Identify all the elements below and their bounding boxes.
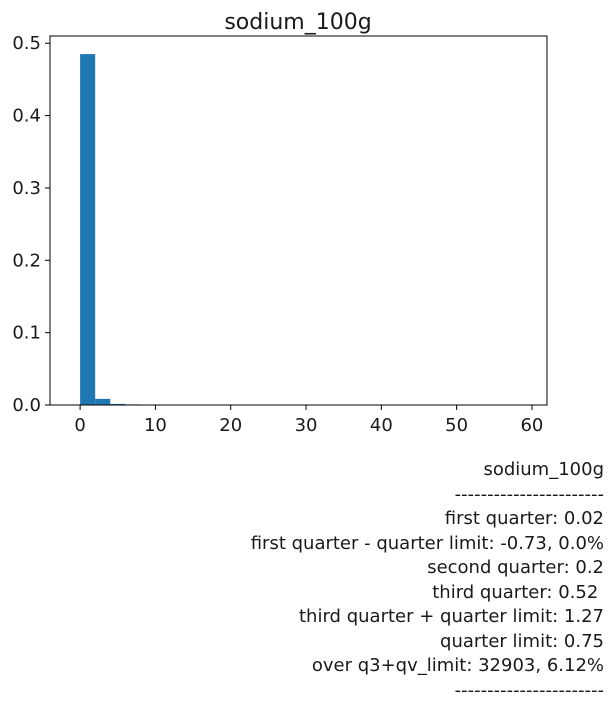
histogram-bar-0 [80,54,96,406]
y-tick-label: 0.0 [12,395,41,416]
x-tick-label: 60 [520,415,543,436]
x-tick-label: 40 [370,415,393,436]
y-tick-label: 0.2 [12,250,41,271]
stats-summary: sodium_100g ----------------------- first … [251,458,604,703]
chart-title: sodium_100g [224,10,371,35]
plot-frame [49,35,548,406]
stats-line: sodium_100g [483,459,604,480]
y-tick-label: 0.4 [12,106,41,127]
stats-line: ----------------------- [454,679,604,701]
stats-line: third quarter + quarter limit: 1.27 [299,606,604,627]
stats-line: ----------------------- [454,483,604,505]
stats-line: first quarter - quarter limit: -0.73, 0.… [250,532,604,554]
stats-line: third quarter: 0.52 [432,581,604,603]
x-tick-label: 30 [295,415,318,436]
stats-line: over q3+qv_limit: 32903, 6.12% [311,655,604,676]
x-tick-label: 10 [144,415,167,436]
x-axis: 0 10 20 30 40 50 60 [74,405,543,436]
histogram-bar-2 [110,403,126,405]
y-tick-label: 0.3 [12,178,41,199]
stats-line: quarter limit: 0.75 [440,630,604,652]
histogram-chart: sodium_100g 0 10 20 30 40 50 60 0.00.10.20.30.… [12,10,548,436]
x-tick-label: 0 [74,415,85,436]
stats-line: first quarter: 0.02 [444,508,604,529]
histogram-bar-1 [95,398,111,405]
x-tick-label: 50 [445,415,468,436]
y-tick-label: 0.5 [12,33,41,54]
x-tick-label: 20 [219,415,242,436]
y-tick-label: 0.1 [12,323,41,344]
histogram-bars [80,54,186,406]
y-axis: 0.0 0.1 0.2 0.3 0.4 0.5 [12,33,50,416]
stats-line: second quarter: 0.2 [427,557,604,578]
